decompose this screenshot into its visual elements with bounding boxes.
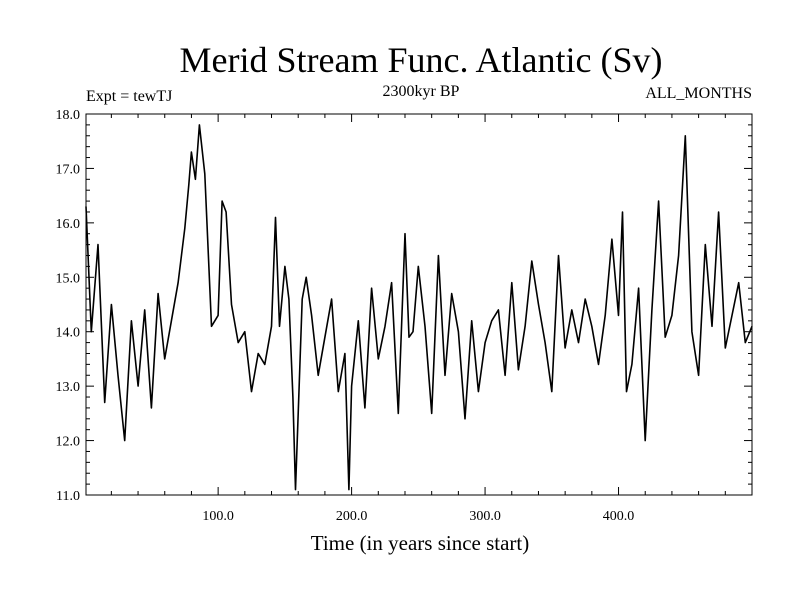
chart-title: Merid Stream Func. Atlantic (Sv) xyxy=(180,40,663,80)
period-label: 2300kyr BP xyxy=(383,83,460,100)
x-tick-label: 400.0 xyxy=(603,509,635,524)
series-line xyxy=(85,124,753,491)
y-axis-ticks: 11.0 12.0 13.0 14.0 15.0 16.0 17.0 18.0 xyxy=(56,108,752,504)
y-tick-label: 17.0 xyxy=(56,162,81,177)
x-tick-label: 300.0 xyxy=(469,509,501,524)
months-label: ALL_MONTHS xyxy=(645,85,752,102)
x-tick-label: 100.0 xyxy=(202,509,234,524)
x-tick-label: 200.0 xyxy=(336,509,368,524)
experiment-label: Expt = tewTJ xyxy=(86,88,172,105)
plot-frame xyxy=(85,113,753,496)
x-axis-label: Time (in years since start) xyxy=(311,531,530,555)
y-tick-label: 18.0 xyxy=(56,108,81,123)
y-tick-label: 16.0 xyxy=(56,217,81,232)
x-axis-ticks: 100.0 200.0 300.0 400.0 xyxy=(110,114,726,524)
y-tick-label: 11.0 xyxy=(56,489,80,504)
y-tick-label: 15.0 xyxy=(56,271,81,286)
y-tick-label: 14.0 xyxy=(56,326,81,341)
y-tick-label: 12.0 xyxy=(56,435,81,450)
y-tick-label: 13.0 xyxy=(56,380,81,395)
